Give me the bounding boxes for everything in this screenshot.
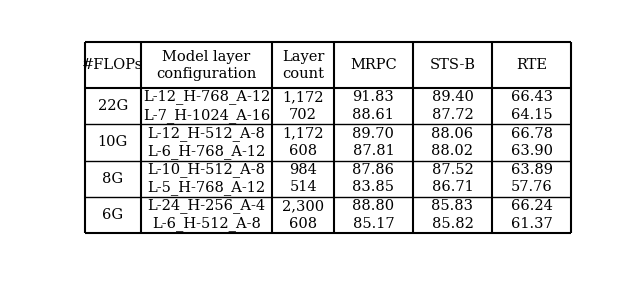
Text: 91.83
88.61: 91.83 88.61 [353, 91, 394, 122]
Text: 85.83
85.82: 85.83 85.82 [431, 199, 474, 231]
Text: 8G: 8G [102, 172, 124, 186]
Text: 1,172
702: 1,172 702 [282, 91, 324, 122]
Text: 88.80
85.17: 88.80 85.17 [353, 199, 394, 231]
Text: 66.43
64.15: 66.43 64.15 [511, 91, 552, 122]
Text: STS-B: STS-B [429, 58, 476, 72]
Text: 10G: 10G [98, 135, 128, 149]
Text: MRPC: MRPC [350, 58, 397, 72]
Text: 89.70
87.81: 89.70 87.81 [353, 127, 394, 158]
Text: 6G: 6G [102, 208, 124, 222]
Text: 89.40
87.72: 89.40 87.72 [431, 91, 474, 122]
Text: 2,300
608: 2,300 608 [282, 199, 324, 231]
Text: L-24_H-256_A-4
L-6_H-512_A-8: L-24_H-256_A-4 L-6_H-512_A-8 [147, 199, 266, 231]
Text: 66.24
61.37: 66.24 61.37 [511, 199, 552, 231]
Text: 1,172
608: 1,172 608 [282, 127, 324, 158]
Text: 63.89
57.76: 63.89 57.76 [511, 163, 552, 194]
Text: 88.06
88.02: 88.06 88.02 [431, 127, 474, 158]
Text: L-10_H-512_A-8
L-5_H-768_A-12: L-10_H-512_A-8 L-5_H-768_A-12 [147, 162, 266, 195]
Text: Model layer
configuration: Model layer configuration [156, 50, 257, 81]
Text: L-12_H-512_A-8
L-6_H-768_A-12: L-12_H-512_A-8 L-6_H-768_A-12 [147, 126, 266, 159]
Text: #FLOPs: #FLOPs [82, 58, 143, 72]
Text: RTE: RTE [516, 58, 547, 72]
Text: L-12_H-768_A-12
L-7_H-1024_A-16: L-12_H-768_A-12 L-7_H-1024_A-16 [143, 90, 270, 123]
Text: Layer
count: Layer count [282, 50, 324, 81]
Text: 984
514: 984 514 [289, 163, 317, 194]
Text: 87.52
86.71: 87.52 86.71 [431, 163, 474, 194]
Text: 22G: 22G [98, 99, 128, 113]
Text: 87.86
83.85: 87.86 83.85 [353, 163, 394, 194]
Text: 66.78
63.90: 66.78 63.90 [511, 127, 552, 158]
